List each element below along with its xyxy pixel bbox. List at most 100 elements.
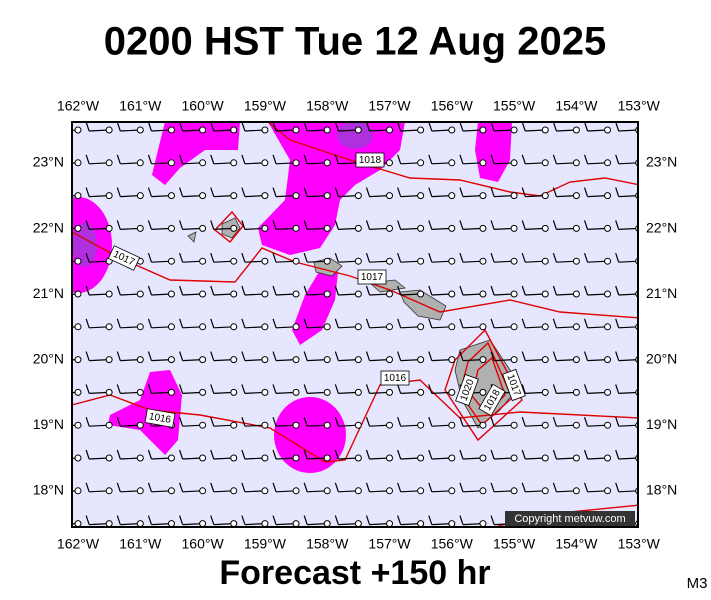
barb-flag xyxy=(459,351,464,361)
station xyxy=(167,192,175,200)
station xyxy=(74,454,82,462)
barb-flag xyxy=(179,285,184,296)
station xyxy=(417,126,425,134)
wind-barb xyxy=(397,253,425,265)
wind-barb xyxy=(428,122,456,134)
barb-flag xyxy=(615,482,620,492)
station xyxy=(572,290,580,298)
station xyxy=(167,323,175,331)
barb-flag xyxy=(241,154,246,164)
station xyxy=(479,192,487,200)
barb-flag xyxy=(615,351,620,361)
station xyxy=(167,520,175,527)
wind-barb xyxy=(179,285,207,298)
wind-barb xyxy=(116,384,144,396)
barb-flag xyxy=(272,351,277,361)
barb-flag xyxy=(241,351,246,361)
lat-label: 23°N xyxy=(33,154,64,170)
wind-barb xyxy=(583,482,612,495)
barb-flag xyxy=(397,384,402,394)
wind-barb xyxy=(179,351,207,364)
wind-barb xyxy=(552,417,580,429)
station xyxy=(323,323,331,331)
barb-flag xyxy=(55,253,58,262)
station xyxy=(230,257,238,265)
barb-flag xyxy=(55,319,58,328)
isobar-label: 1018 xyxy=(355,152,385,168)
station xyxy=(292,290,300,298)
station xyxy=(74,192,82,200)
station xyxy=(479,126,487,134)
wind-barb xyxy=(521,154,549,167)
barb-flag xyxy=(490,318,495,328)
station xyxy=(230,421,238,429)
wind-barb xyxy=(303,220,331,232)
station xyxy=(230,356,238,364)
barb-flag xyxy=(397,285,402,296)
wind-barb xyxy=(179,384,207,396)
barb-flag xyxy=(241,122,246,132)
station xyxy=(261,224,269,232)
barb-flag xyxy=(210,318,215,328)
barb-flag xyxy=(210,122,215,132)
barb-flag xyxy=(459,122,464,132)
station xyxy=(604,159,612,167)
station xyxy=(448,159,456,167)
station xyxy=(323,388,331,396)
station xyxy=(479,356,487,364)
station xyxy=(386,159,393,167)
barb-flag xyxy=(521,482,526,492)
wind-barb xyxy=(72,192,82,200)
wind-barb xyxy=(272,220,300,232)
wind-barb xyxy=(552,122,580,134)
isobar-label-text: 1018 xyxy=(359,155,382,166)
station xyxy=(448,192,456,200)
wind-barb xyxy=(241,122,269,134)
wind-barb xyxy=(397,187,425,200)
station xyxy=(572,323,580,331)
station xyxy=(323,520,331,527)
barb-flag xyxy=(116,384,121,394)
wind-barb xyxy=(428,318,456,331)
barb-flag xyxy=(365,384,371,394)
station xyxy=(510,192,518,200)
wind-barb xyxy=(210,122,238,134)
barb-flag xyxy=(241,187,246,197)
wind-barb xyxy=(179,482,207,495)
lat-label: 22°N xyxy=(33,219,64,235)
barb-flag xyxy=(85,220,90,230)
lat-label: 22°N xyxy=(646,219,677,235)
station xyxy=(74,487,82,495)
model-label: M3 xyxy=(687,575,708,592)
station xyxy=(510,257,518,265)
barb-flag xyxy=(272,220,277,230)
barb-flag xyxy=(397,449,402,460)
barb-flag xyxy=(303,384,308,394)
barb-flag xyxy=(303,482,308,492)
barb-flag xyxy=(459,482,464,492)
barb-flag xyxy=(365,449,371,460)
station xyxy=(105,487,113,495)
wind-barb xyxy=(116,482,144,495)
barb-flag xyxy=(241,253,246,263)
wind-barb xyxy=(272,482,300,495)
barb-flag xyxy=(365,482,371,492)
wind-barb xyxy=(116,318,144,331)
wind-barb xyxy=(85,154,113,167)
station xyxy=(417,159,425,167)
barb-flag xyxy=(615,154,620,164)
lon-label: 159°W xyxy=(244,536,287,552)
station xyxy=(479,290,487,298)
barb-flag xyxy=(428,220,433,230)
wind-barb xyxy=(428,482,456,495)
station xyxy=(199,454,207,462)
wind-barb xyxy=(241,351,269,364)
station xyxy=(417,257,425,265)
barb-flag xyxy=(428,351,433,361)
wind-barb xyxy=(334,384,362,396)
barb-flag xyxy=(615,318,620,328)
copyright-box xyxy=(505,511,635,526)
station xyxy=(572,388,580,396)
wind-barb xyxy=(490,318,518,331)
barb-flag xyxy=(490,122,495,132)
